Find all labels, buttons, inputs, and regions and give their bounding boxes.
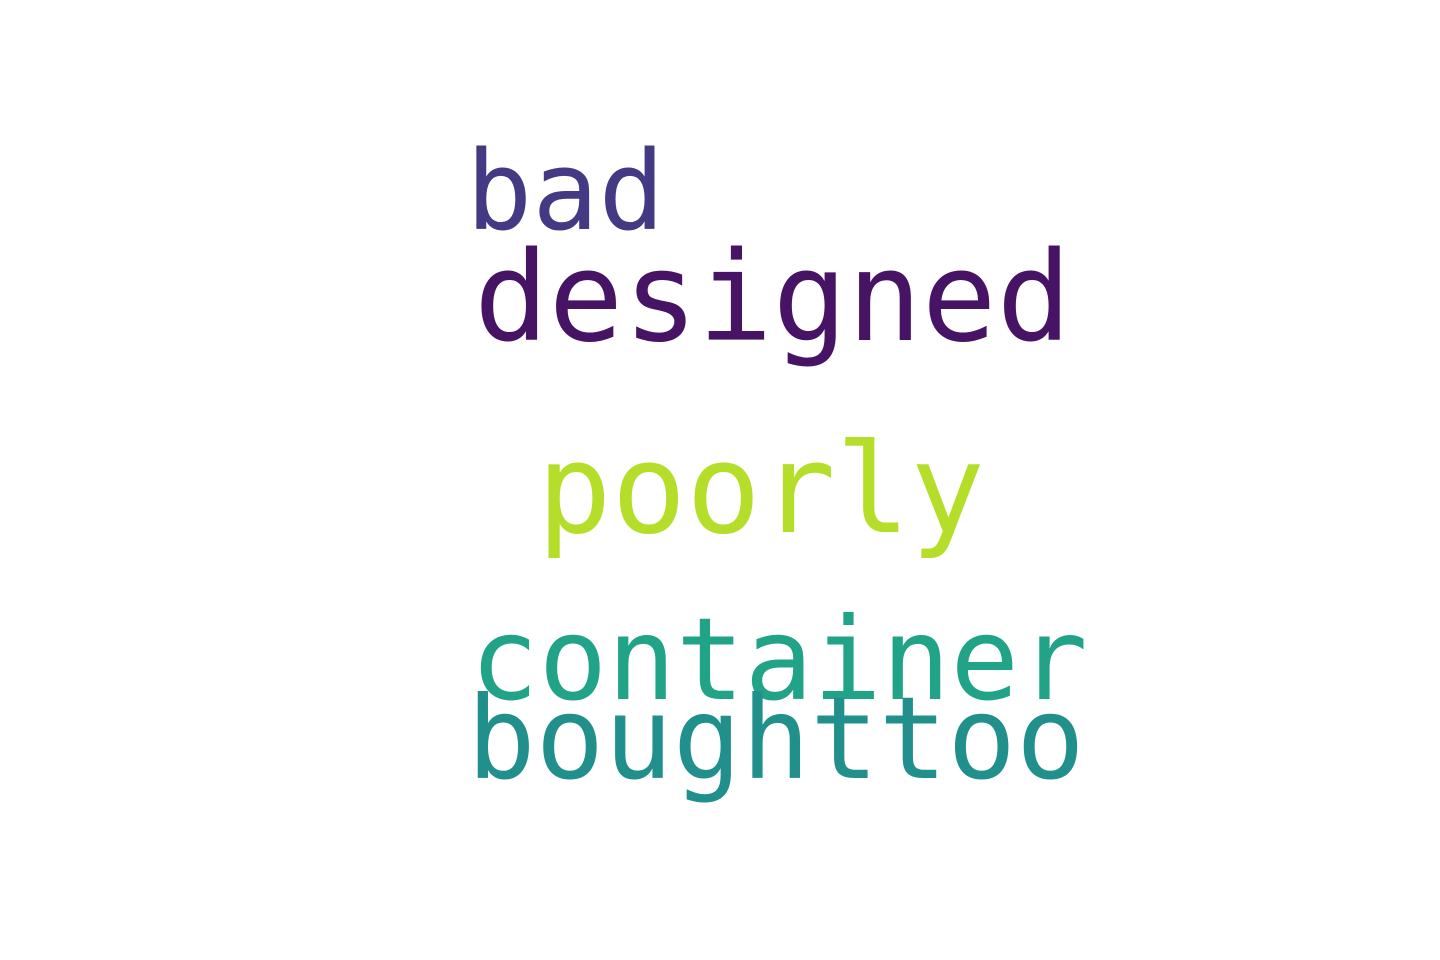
word-container: container	[470, 593, 1088, 726]
word-poorly: poorly	[537, 418, 985, 562]
word-boughttoo: boughttoo	[467, 672, 1085, 805]
word-bad: bad	[466, 127, 665, 255]
word-designed: designed	[474, 226, 1072, 370]
